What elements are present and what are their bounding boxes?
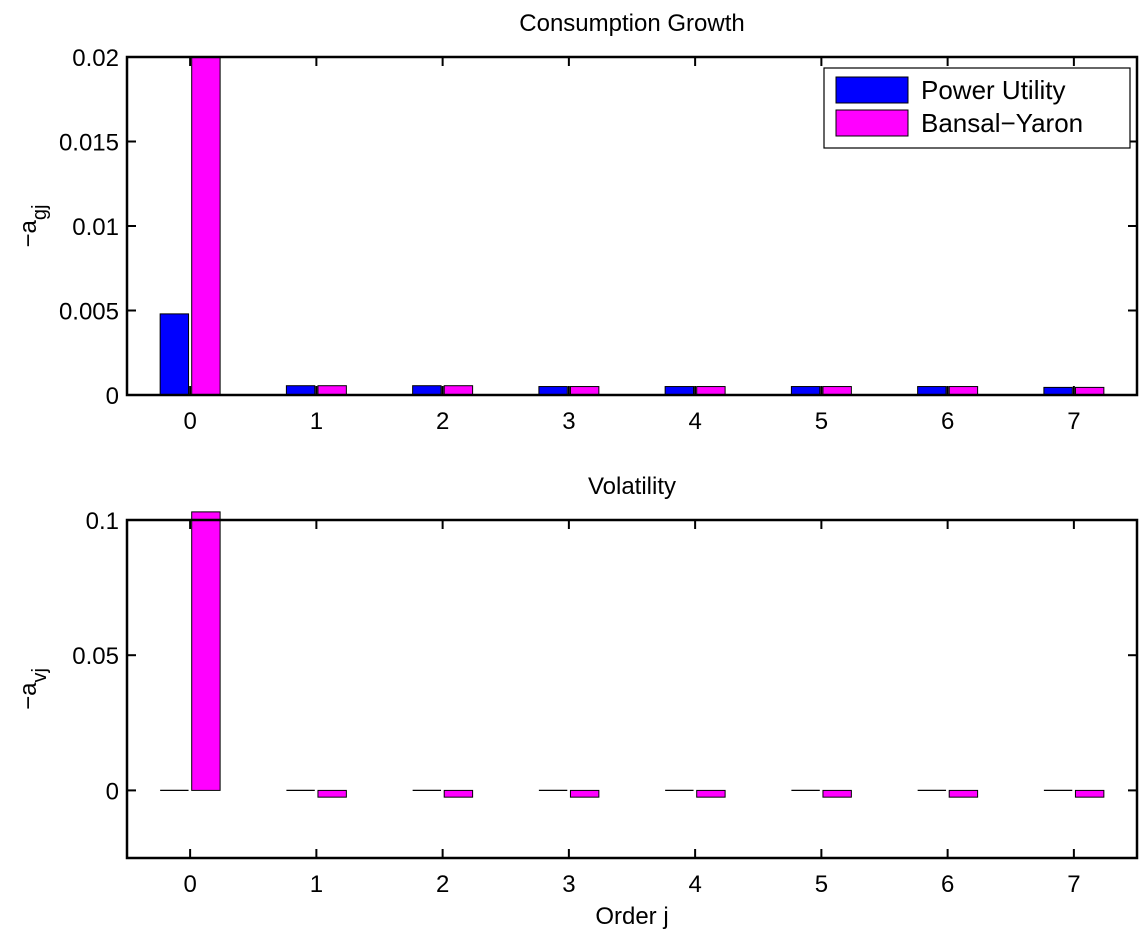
bar-bansal-yaron-3 [569,386,600,395]
bar-bansal-yaron-1 [317,789,347,798]
bar-bansal-yaron-2 [443,789,474,798]
bar-power-utility-0 [159,313,190,395]
x-tick-label: 7 [1067,871,1080,898]
bar-bansal-yaron-2 [443,385,474,395]
y-axis-label-main: −a [15,682,42,710]
y-axis-label: −agj [15,205,51,248]
bar-power-utility-4 [664,386,695,395]
y-axis-label-main: −a [15,219,42,247]
bar-power-utility-2 [412,385,442,395]
y-tick-label: 0.1 [86,508,119,535]
y-tick-label: 0.015 [59,130,119,157]
chart-panel-0: 0 1 2 3 4 5 6 7 0 0.005 0.01 0.015 0.02 Consumption G… [15,10,1139,435]
y-tick-label: 0.005 [59,299,119,326]
x-tick-label: 5 [815,408,828,435]
legend-swatch [835,76,909,104]
bar-power-utility-3 [538,386,568,395]
bar-power-utility-6 [917,386,947,395]
legend-swatch [835,109,909,137]
bar-bansal-yaron-1 [317,385,347,395]
y-tick-label: 0.01 [72,214,119,241]
x-tick-label: 1 [310,871,323,898]
x-tick-label: 5 [815,871,828,898]
chart-panel-1: 0 1 2 3 4 5 6 7 0 0.05 0.1 Volatility −avj Order j [15,473,1139,930]
bar-bansal-yaron-4 [696,386,726,395]
y-tick-label: 0.02 [72,45,119,72]
y-tick-label: 0.05 [72,643,119,670]
x-tick-label: 3 [562,871,575,898]
chart-title: Volatility [588,473,676,500]
bar-bansal-yaron-3 [569,789,600,798]
x-tick-label: 0 [183,871,196,898]
x-tick-label: 1 [310,408,323,435]
y-axis-label-subscript: vj [29,668,51,682]
bar-bansal-yaron-5 [822,789,852,798]
bar-bansal-yaron-6 [948,789,979,798]
x-tick-label: 4 [688,871,701,898]
x-tick-label: 2 [436,408,449,435]
bar-power-utility-1 [285,385,316,395]
legend-label: Power Utility [921,75,1065,105]
y-axis-label: −avj [15,668,51,710]
x-tick-label: 7 [1067,408,1080,435]
chart-title: Consumption Growth [519,10,744,37]
legend-label: Bansal−Yaron [921,108,1083,138]
x-tick-label: 2 [436,871,449,898]
y-tick-label: 0 [106,383,119,410]
x-axis-label: Order j [595,903,668,930]
bar-bansal-yaron-7 [1074,789,1105,798]
bars-group [160,511,1105,798]
bars-group [159,57,1105,395]
bar-bansal-yaron-0 [191,511,221,791]
bar-bansal-yaron-5 [822,386,852,395]
y-tick-label: 0 [106,778,119,805]
bar-power-utility-5 [790,386,821,395]
x-tick-label: 0 [183,408,196,435]
y-axis-label-subscript: gj [29,205,51,221]
bar-bansal-yaron-0 [191,57,221,395]
x-tick-label: 6 [941,871,954,898]
x-tick-label: 4 [688,408,701,435]
bar-bansal-yaron-4 [696,789,726,798]
x-tick-label: 6 [941,408,954,435]
x-tick-label: 3 [562,408,575,435]
bar-bansal-yaron-6 [948,386,979,395]
axes-frame [125,518,1139,860]
